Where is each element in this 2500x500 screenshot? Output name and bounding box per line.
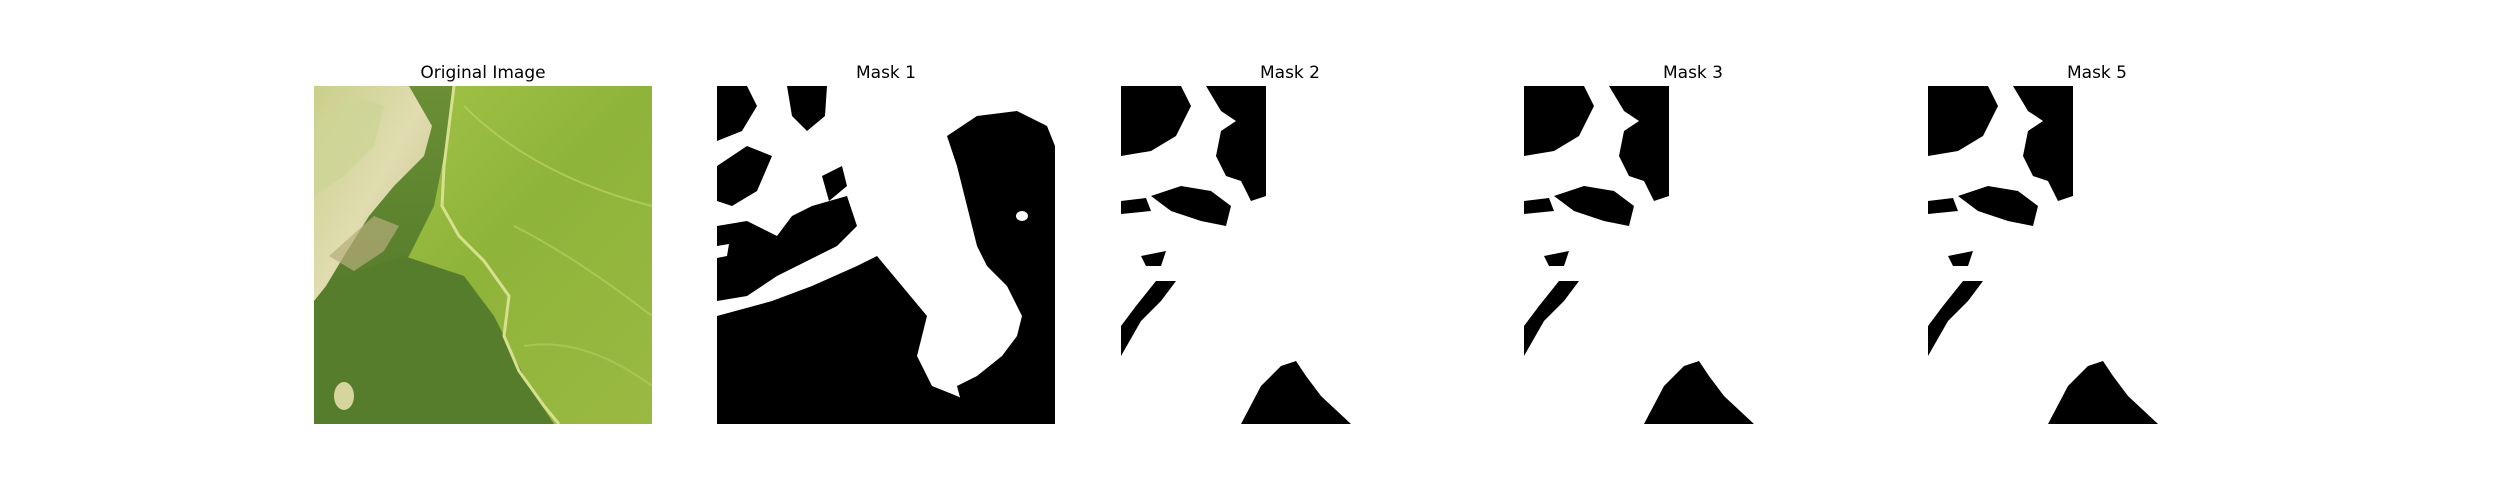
panel-title: Mask 2 <box>1259 63 1320 83</box>
panel-title: Mask 5 <box>2066 63 2127 83</box>
panel-mask-2: Mask 2 <box>1121 60 1459 424</box>
panel-mask-3: Mask 3 <box>1524 60 1862 424</box>
panel-original-image: Original Image <box>314 60 652 424</box>
mask-1-image <box>717 86 1055 424</box>
panel-title: Mask 1 <box>855 63 916 83</box>
mask-5-image <box>1928 86 2266 424</box>
panel-title: Original Image <box>420 63 546 83</box>
mask-2-image <box>1121 86 1459 424</box>
panel-mask-1: Mask 1 <box>717 60 1055 424</box>
mask-3-image <box>1524 86 1862 424</box>
panel-title: Mask 3 <box>1662 63 1723 83</box>
panel-mask-5: Mask 5 <box>1928 60 2266 424</box>
original-leaf-photo <box>314 86 652 424</box>
